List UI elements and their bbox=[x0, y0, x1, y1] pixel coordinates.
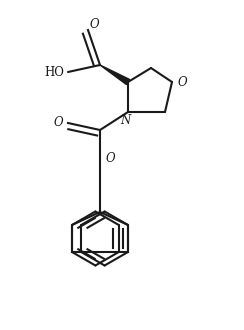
Text: N: N bbox=[120, 114, 130, 126]
Polygon shape bbox=[100, 65, 130, 84]
Text: O: O bbox=[53, 116, 63, 129]
Text: HO: HO bbox=[44, 65, 64, 79]
Text: O: O bbox=[89, 18, 99, 31]
Text: O: O bbox=[177, 76, 187, 88]
Text: O: O bbox=[105, 151, 115, 164]
